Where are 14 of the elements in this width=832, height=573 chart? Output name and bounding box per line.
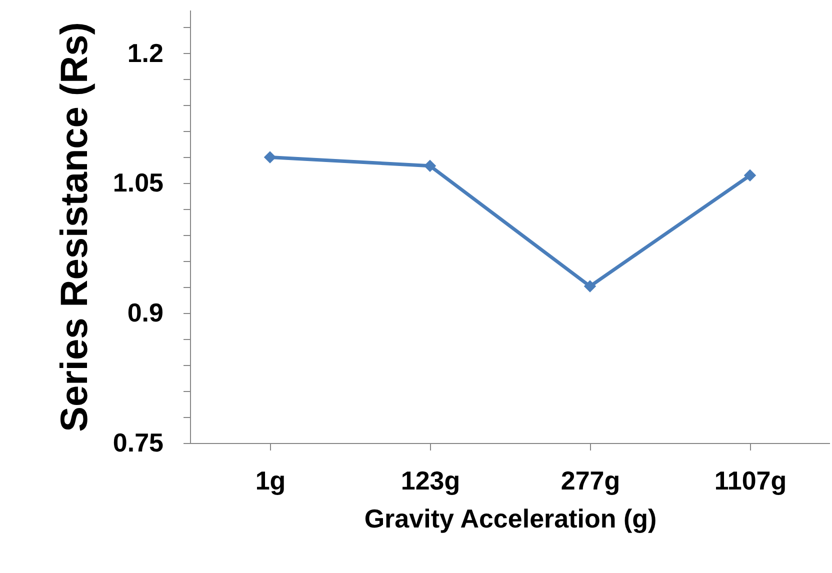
point <box>264 151 276 164</box>
x-axis-title: Gravity Acceleration (g) <box>364 504 657 534</box>
x-tick-label: 1g <box>255 466 286 496</box>
y-axis-title: Series Resistance (Rs) <box>54 22 96 432</box>
y-tick-label: 1.05 <box>112 168 164 198</box>
point <box>584 280 596 292</box>
point <box>424 160 436 172</box>
x-tick-label: 123g <box>400 466 460 496</box>
x-tick-label: 1107g <box>714 466 787 496</box>
x-tick-label: 277g <box>560 466 620 496</box>
y-tick-label: 0.75 <box>112 428 164 458</box>
point <box>744 169 756 182</box>
y-tick-label: 0.9 <box>127 298 164 328</box>
y-tick-label: 1.2 <box>127 38 164 68</box>
